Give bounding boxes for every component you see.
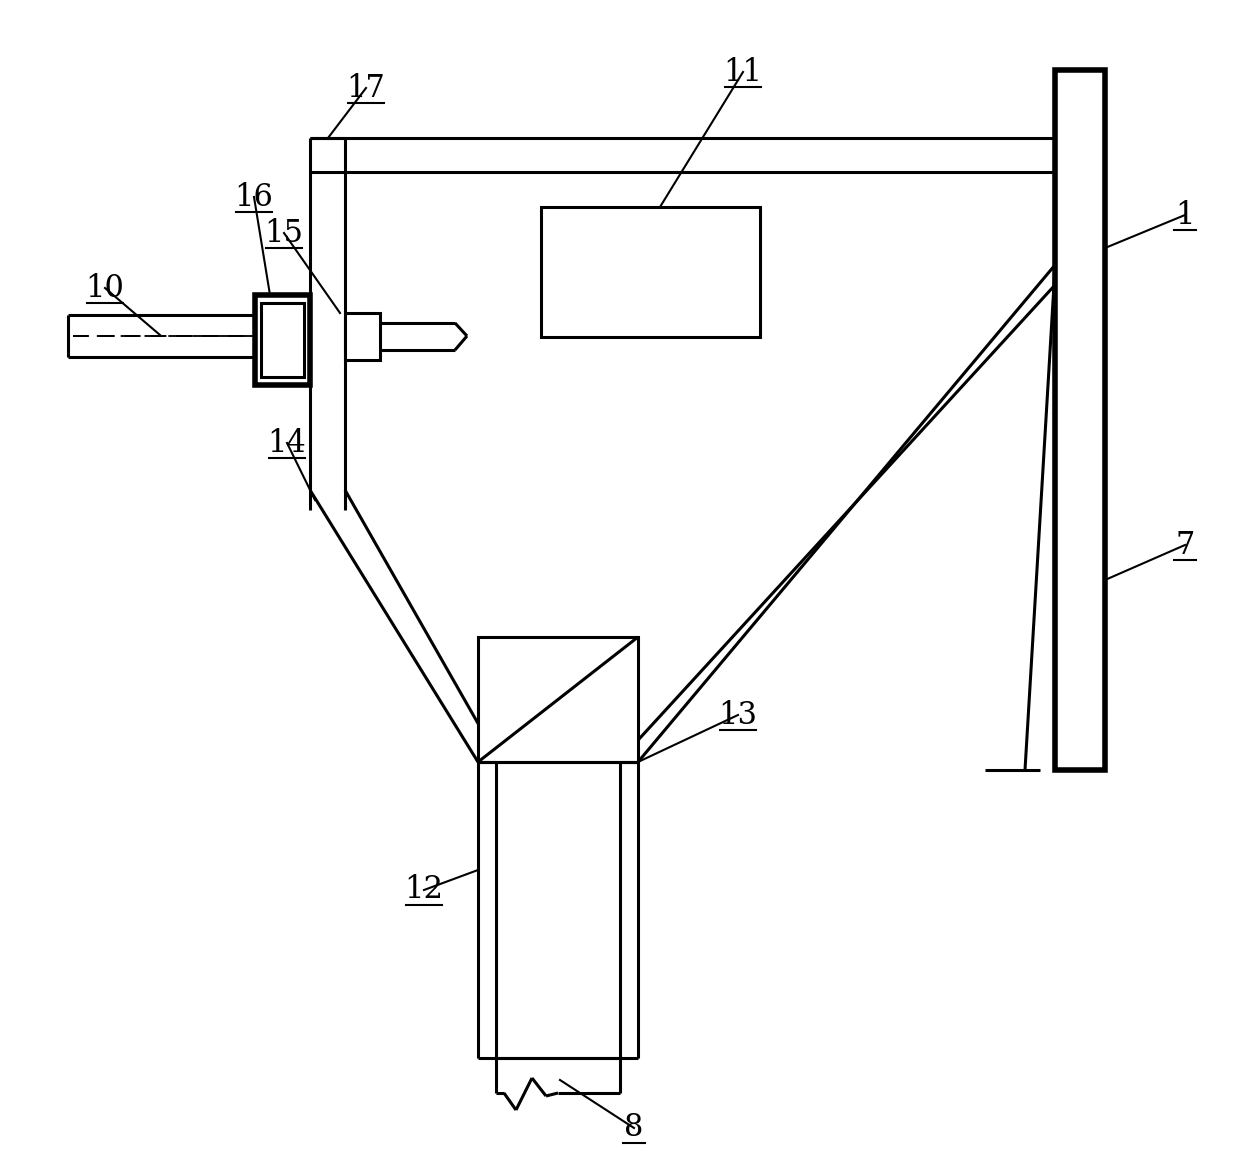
Bar [255,295,310,385]
Text: 10: 10 [86,272,124,304]
Text: 7: 7 [1176,529,1194,560]
Text: 13: 13 [718,700,758,730]
Text: 8: 8 [624,1113,644,1143]
Text: 11: 11 [723,56,763,88]
Bar [541,207,760,337]
Bar [260,303,304,377]
Bar [345,313,379,360]
Bar [477,637,639,762]
Text: 1: 1 [1176,200,1195,230]
Bar [1055,70,1105,770]
Text: 15: 15 [264,217,304,249]
Text: 17: 17 [346,73,386,103]
Text: 12: 12 [404,875,444,905]
Text: 16: 16 [234,182,274,212]
Text: 14: 14 [268,427,306,459]
